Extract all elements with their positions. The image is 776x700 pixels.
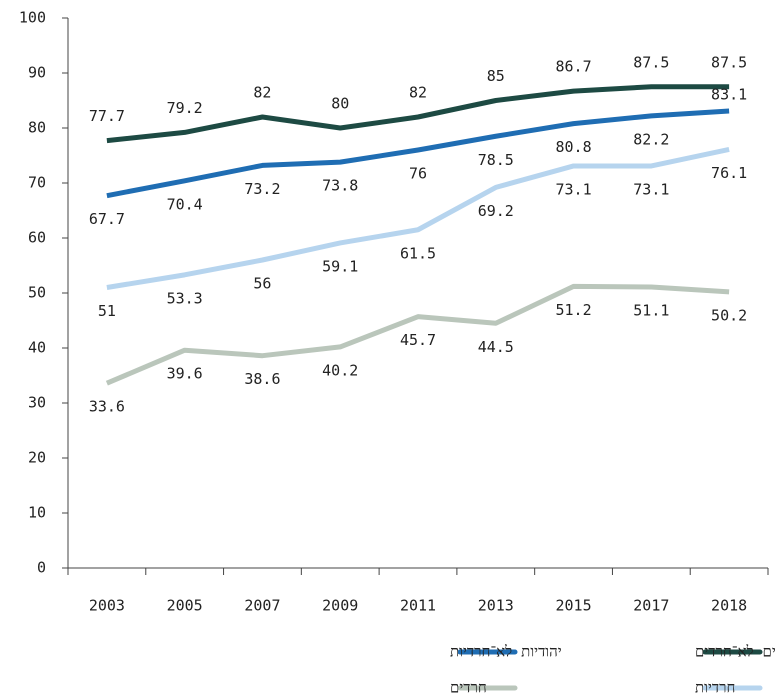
x-tick-label: 2013 <box>478 597 514 615</box>
x-tick-label: 2009 <box>322 597 358 615</box>
data-label: 80 <box>331 95 349 113</box>
x-tick-label: 2003 <box>89 597 125 615</box>
y-tick-label: 90 <box>28 64 46 82</box>
data-label: 45.7 <box>400 331 436 349</box>
x-tick-label: 2011 <box>400 597 436 615</box>
data-label: 69.2 <box>478 202 514 220</box>
y-tick-label: 0 <box>37 559 46 577</box>
data-label: 80.8 <box>555 138 591 156</box>
data-label: 39.6 <box>167 365 203 383</box>
legend-label: יהודיות לא־חרדיות <box>450 643 562 661</box>
data-label: 87.5 <box>711 53 747 71</box>
y-tick-label: 70 <box>28 174 46 192</box>
series-line <box>106 108 730 199</box>
data-label: 79.2 <box>167 99 203 117</box>
x-tick-label: 2017 <box>633 597 669 615</box>
data-label: 82.2 <box>633 130 669 148</box>
data-label: 51.2 <box>555 301 591 319</box>
series-line <box>106 84 730 144</box>
data-label: 59.1 <box>322 257 358 275</box>
data-label: 83.1 <box>711 85 747 103</box>
data-label: 51 <box>98 302 116 320</box>
data-label: 67.7 <box>89 210 125 228</box>
x-tick-label: 2005 <box>167 597 203 615</box>
y-tick-label: 20 <box>28 449 46 467</box>
y-tick-label: 80 <box>28 119 46 137</box>
x-tick-label: 2018 <box>711 597 747 615</box>
x-tick-label: 2015 <box>555 597 591 615</box>
data-label: 82 <box>409 84 427 102</box>
data-label: 87.5 <box>633 53 669 71</box>
data-label: 73.8 <box>322 177 358 195</box>
data-label: 73.1 <box>555 180 591 198</box>
data-label: 56 <box>253 275 271 293</box>
data-label: 82 <box>253 84 271 102</box>
data-label: 77.7 <box>89 107 125 125</box>
data-label: 38.6 <box>244 370 280 388</box>
y-tick-label: 50 <box>28 284 46 302</box>
y-tick-label: 10 <box>28 504 46 522</box>
data-label: 33.6 <box>89 398 125 416</box>
data-label: 50.2 <box>711 306 747 324</box>
y-tick-label: 30 <box>28 394 46 412</box>
data-label: 53.3 <box>167 289 203 307</box>
data-label: 76.1 <box>711 164 747 182</box>
data-label: 85 <box>487 67 505 85</box>
legend-label: יהודים לא־חרדים <box>695 643 776 661</box>
data-label: 51.1 <box>633 301 669 319</box>
y-tick-label: 60 <box>28 229 46 247</box>
series-line <box>106 147 730 290</box>
data-label: 40.2 <box>322 361 358 379</box>
x-tick-label: 2007 <box>244 597 280 615</box>
data-label: 61.5 <box>400 244 436 262</box>
data-label: 76 <box>409 165 427 183</box>
legend-label: חרדיות <box>695 679 735 697</box>
y-tick-label: 40 <box>28 339 46 357</box>
data-label: 73.1 <box>633 180 669 198</box>
data-label: 78.5 <box>478 151 514 169</box>
series-line <box>105 283 730 386</box>
data-label: 70.4 <box>167 195 203 213</box>
y-tick-label: 100 <box>19 9 46 27</box>
legend-label: חרדים <box>450 679 487 697</box>
data-label: 86.7 <box>555 58 591 76</box>
data-label: 73.2 <box>244 180 280 198</box>
data-label: 44.5 <box>478 338 514 356</box>
